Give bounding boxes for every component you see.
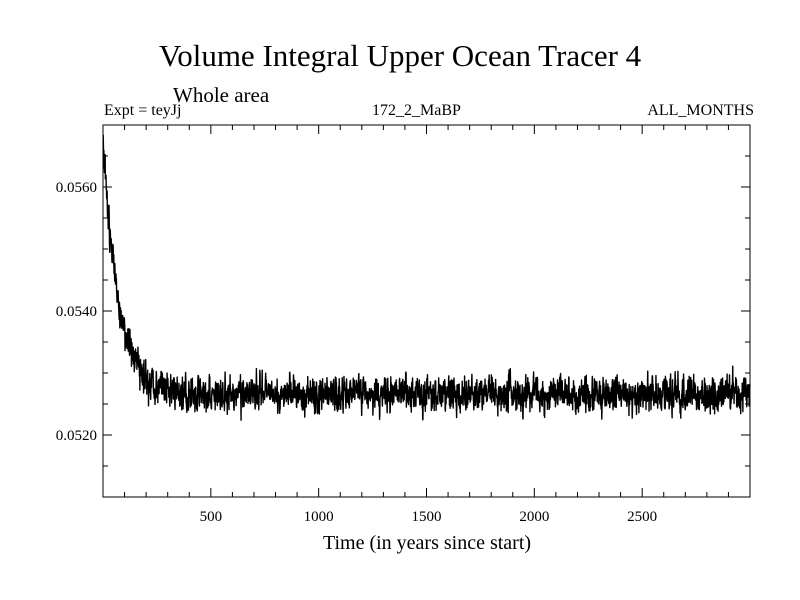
experiment-label: Expt = teyJj (104, 102, 182, 119)
series-line (102, 134, 751, 421)
chart-title: Volume Integral Upper Ocean Tracer 4 (158, 38, 642, 73)
x-tick-label: 500 (200, 509, 223, 525)
y-tick-label: 0.0560 (56, 180, 97, 196)
x-tick-label: 1500 (412, 509, 442, 525)
x-tick-labels: 500 1000 1500 2000 2500 (200, 509, 658, 525)
x-tick-label: 2000 (519, 509, 549, 525)
y-tick-label: 0.0520 (56, 428, 97, 444)
x-tick-label: 1000 (304, 509, 334, 525)
x-axis-title: Time (in years since start) (323, 532, 531, 554)
y-tick-labels: 0.0520 0.0540 0.0560 (56, 180, 97, 444)
plot-frame (102, 124, 751, 498)
axis-ticks (103, 125, 750, 497)
months-label: ALL_MONTHS (647, 102, 754, 119)
y-tick-label: 0.0540 (56, 304, 97, 320)
chart-subtitle: Whole area (173, 83, 270, 107)
x-tick-label: 2500 (627, 509, 657, 525)
period-label: 172_2_MaBP (372, 102, 461, 119)
